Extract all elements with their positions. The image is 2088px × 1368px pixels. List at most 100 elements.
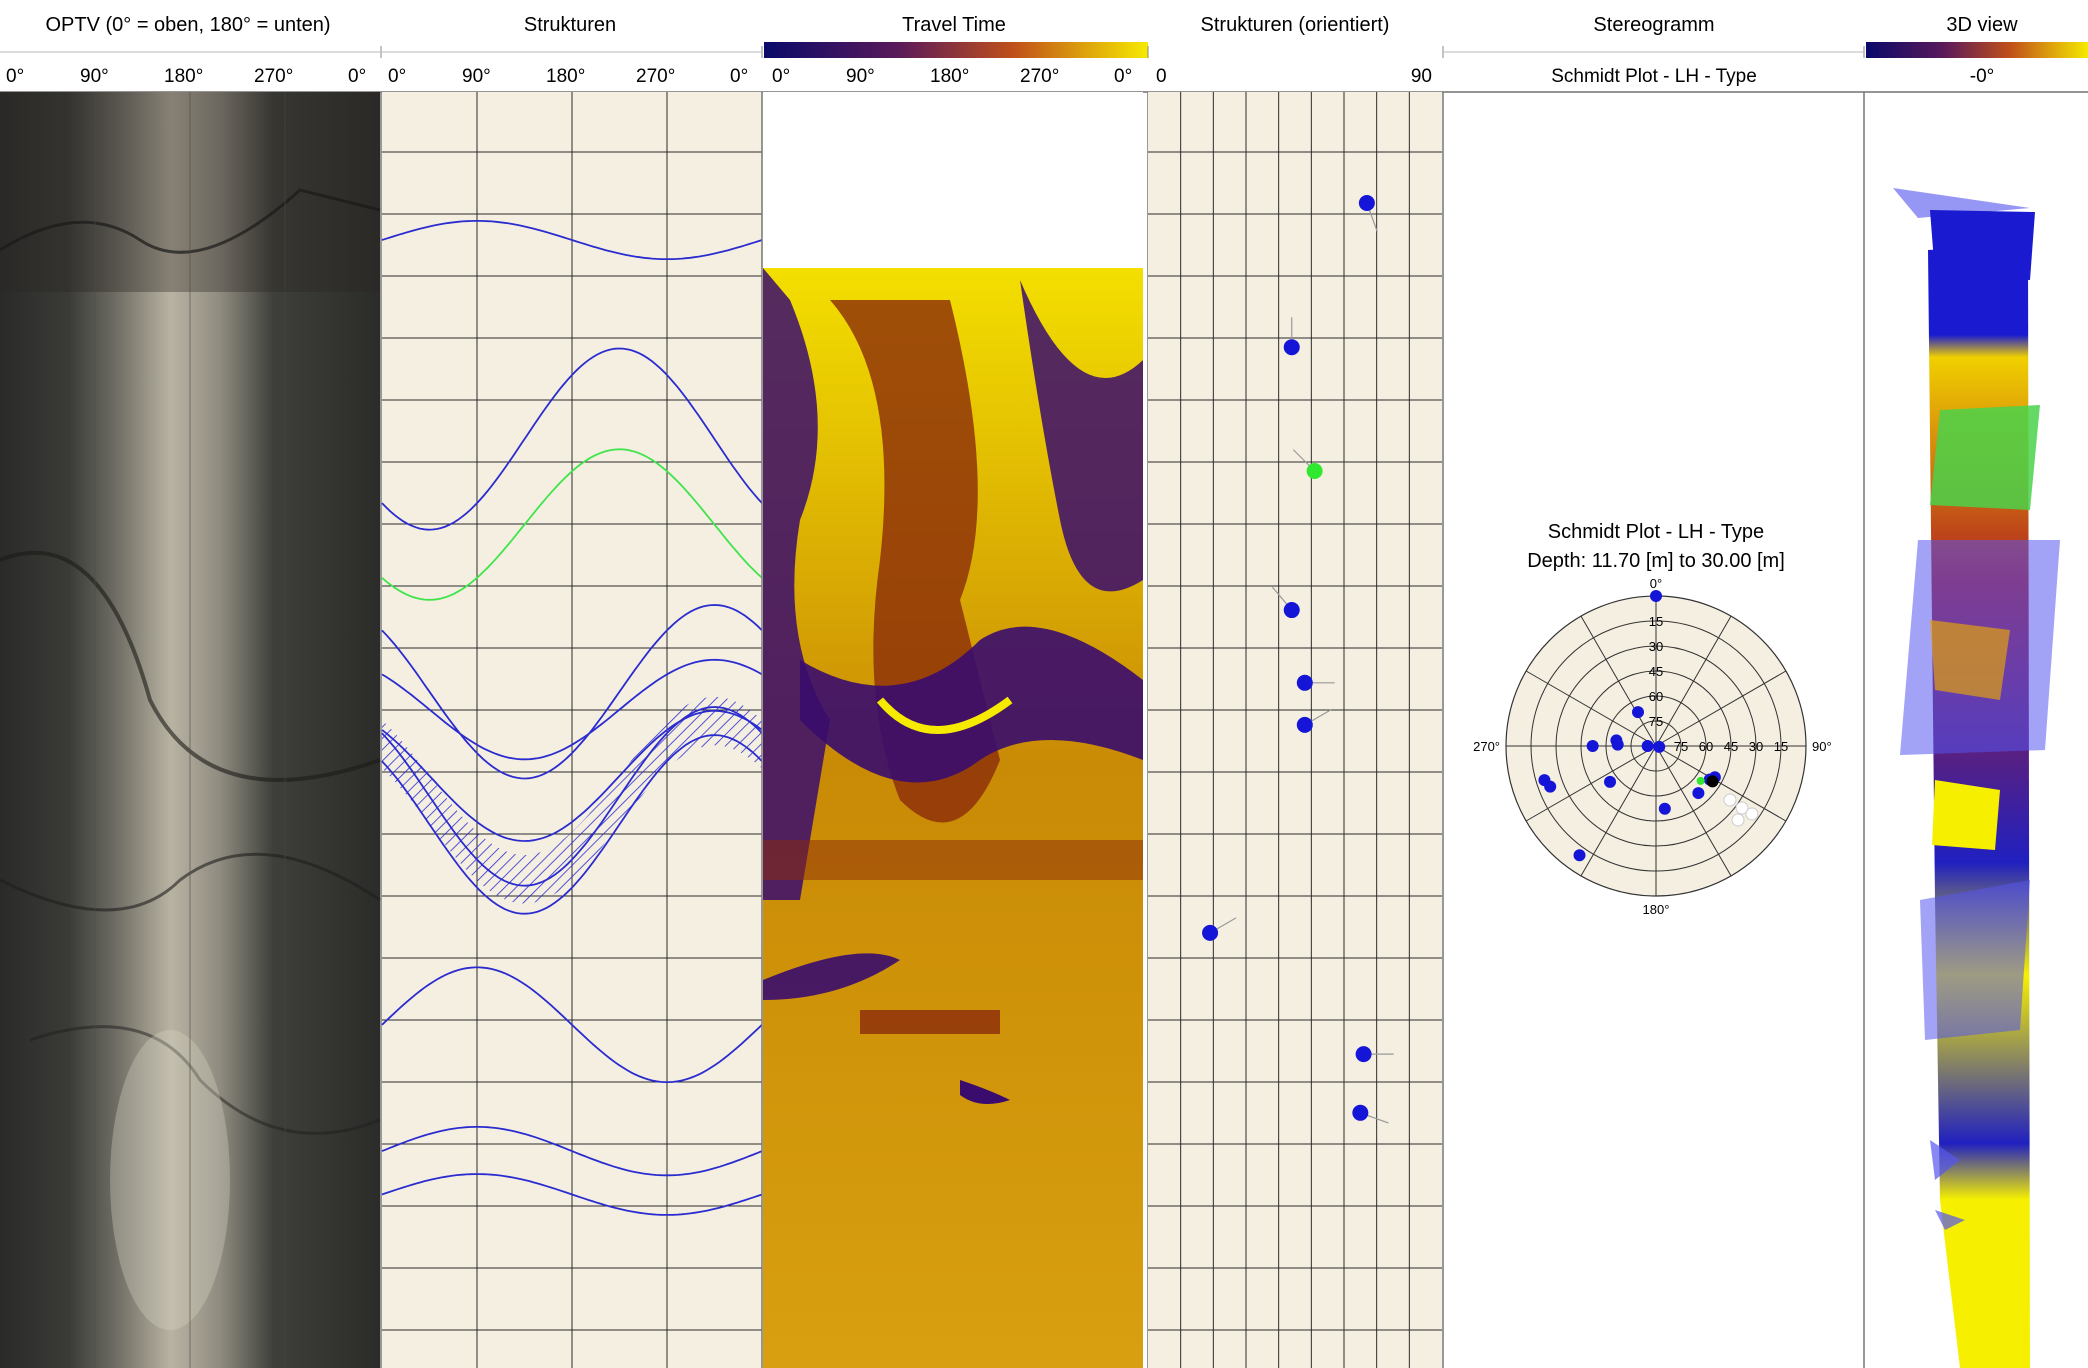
schmidt-pole-14 <box>1692 787 1705 800</box>
structure-sinusoid-4 <box>381 604 762 780</box>
schmidt-radial-label-v: 75 <box>1649 714 1663 729</box>
structure-sinusoid-1 <box>381 220 762 260</box>
schmidt-open-point <box>1745 807 1759 821</box>
strukturen-panel <box>381 92 762 1368</box>
optv-tick-0: 0° <box>6 66 24 87</box>
tadpole-point-5 <box>1296 674 1313 691</box>
travel-tick-270: 270° <box>1020 66 1059 87</box>
strukturen-curves <box>381 220 762 1216</box>
schmidt-radial-label-v: 15 <box>1649 614 1663 629</box>
travel-tick-0: 0° <box>772 66 790 87</box>
schmidt-radial-label-v: 45 <box>1649 664 1663 679</box>
schmidt-open-point <box>1723 793 1737 807</box>
view3d-image <box>1893 188 2060 1368</box>
structure-sinusoid-7 <box>381 706 762 887</box>
schmidt-spoke <box>1655 615 1732 747</box>
tadpole-point-3 <box>1306 462 1323 479</box>
schmidt-pole-11 <box>1658 802 1671 815</box>
stereogramm-subtitle: Schmidt Plot - LH - Type <box>1551 66 1757 87</box>
structure-sinusoid-10 <box>381 1126 762 1177</box>
optv-image <box>0 92 381 1368</box>
schmidt-pole-3 <box>1641 740 1654 752</box>
tadpole-point-1 <box>1358 195 1375 212</box>
schmidt-radial-label-h: 60 <box>1699 739 1713 754</box>
schmidt-spoke <box>1580 615 1657 747</box>
tadpole-point-2 <box>1283 339 1300 356</box>
optv-tick-360: 0° <box>348 66 366 87</box>
tadpole-point-7 <box>1202 924 1219 941</box>
stereogramm-panel: Schmidt Plot - LH - Type Depth: 11.70 [m… <box>1473 521 1832 917</box>
strukturen-axis: 0° 90° 180° 270° 0° <box>388 66 748 87</box>
tadpole-point-8 <box>1355 1046 1372 1063</box>
schmidt-plot: 0° 90° 180° 270° 15 15 30 30 45 45 60 60 75 75 <box>1473 576 1832 917</box>
schmidt-pole-9 <box>1573 849 1586 862</box>
strukturen-tick-0: 0° <box>388 66 406 87</box>
optv-tick-90: 90° <box>80 66 109 87</box>
schmidt-angle-label-left: 270° <box>1473 739 1500 754</box>
schmidt-pole-6 <box>1650 590 1662 602</box>
view3d-axis-label: -0° <box>1970 66 1995 87</box>
strukturen-hatched-band <box>382 696 762 904</box>
optv-axis: 0° 90° 180° 270° 0° <box>6 66 366 87</box>
tadpole-point-4 <box>1283 602 1300 619</box>
schmidt-spoke <box>1655 670 1787 747</box>
schmidt-angle-label-right: 90° <box>1812 739 1832 754</box>
optv-title: OPTV (0° = oben, 180° = unten) <box>45 14 330 36</box>
strukturen-orientiert-title: Strukturen (orientiert) <box>1201 14 1390 36</box>
travel-time-colorbar <box>764 42 1148 58</box>
structure-sinusoid-8 <box>381 734 762 915</box>
schmidt-spoke <box>1525 670 1657 747</box>
schmidt-spoke <box>1580 745 1657 877</box>
schmidt-pole-1 <box>1632 706 1645 719</box>
schmidt-pole-16 <box>1706 775 1719 788</box>
schmidt-spoke <box>1655 745 1732 877</box>
travel-tick-360: 0° <box>1114 66 1132 87</box>
schmidt-subtitle: Depth: 11.70 [m] to 30.00 [m] <box>1527 550 1785 572</box>
strukturen-tick-270: 270° <box>636 66 675 87</box>
schmidt-pole-5 <box>1586 740 1599 752</box>
strukturen-title: Strukturen <box>524 14 616 36</box>
travel-tick-180: 180° <box>930 66 969 87</box>
tadpole-points <box>1202 195 1394 1124</box>
schmidt-open-point <box>1731 813 1745 827</box>
schmidt-spoke <box>1525 745 1657 822</box>
schmidt-pole-15 <box>1653 740 1666 753</box>
strukturen-tick-180: 180° <box>546 66 585 87</box>
structure-sinusoid-9 <box>381 966 762 1083</box>
tadpole-point-6 <box>1296 716 1313 733</box>
schmidt-title: Schmidt Plot - LH - Type <box>1548 521 1764 543</box>
optv-tick-180: 180° <box>164 66 203 87</box>
schmidt-radial-label-h: 45 <box>1724 739 1738 754</box>
schmidt-radial-label-h: 15 <box>1774 739 1788 754</box>
schmidt-radial-label-h: 75 <box>1674 739 1688 754</box>
view3d-colorbar <box>1866 42 2088 58</box>
schmidt-pole-4 <box>1611 738 1624 751</box>
schmidt-pole-17 <box>1696 776 1705 785</box>
travel-time-image <box>763 92 1143 1368</box>
schmidt-pole-10 <box>1604 775 1617 788</box>
tadpole-point-9 <box>1352 1104 1369 1121</box>
strukturen-tick-360: 0° <box>730 66 748 87</box>
schmidt-spoke <box>1655 745 1787 822</box>
structure-sinusoid-11 <box>381 1173 762 1216</box>
structure-sinusoid-6 <box>381 710 762 842</box>
stereogramm-title: Stereogramm <box>1593 14 1714 36</box>
tadpole-grid <box>1148 92 1442 1368</box>
schmidt-open-point <box>1735 801 1749 815</box>
structure-sinusoid-2 <box>381 347 762 531</box>
tadpole-axis-right: 90 <box>1411 66 1432 87</box>
tadpole-axis-left: 0 <box>1156 66 1167 87</box>
optv-tick-270: 270° <box>254 66 293 87</box>
schmidt-pole-8 <box>1544 780 1557 793</box>
schmidt-angle-label-bottom: 180° <box>1643 902 1670 917</box>
structure-sinusoid-5 <box>381 658 762 761</box>
strukturen-tick-90: 90° <box>462 66 491 87</box>
travel-tick-90: 90° <box>846 66 875 87</box>
view3d-title: 3D view <box>1946 14 2018 36</box>
schmidt-angle-label-top: 0° <box>1650 576 1662 591</box>
travel-time-axis: 0° 90° 180° 270° 0° <box>772 66 1132 87</box>
schmidt-radial-label-v: 60 <box>1649 689 1663 704</box>
tadpole-panel <box>1148 92 1442 1368</box>
schmidt-radial-label-v: 30 <box>1649 639 1663 654</box>
travel-time-title: Travel Time <box>902 14 1006 36</box>
